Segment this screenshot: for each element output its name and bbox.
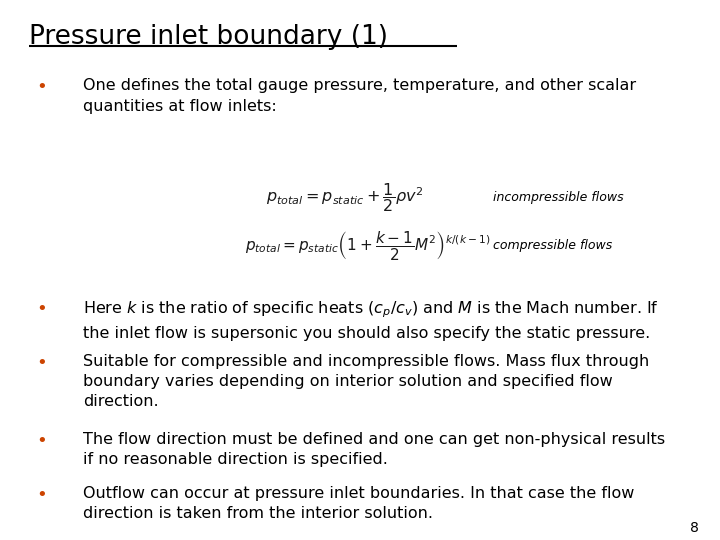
Text: •: • bbox=[36, 354, 47, 372]
Text: compressible flows: compressible flows bbox=[493, 239, 613, 252]
Text: •: • bbox=[36, 486, 47, 504]
Text: $p_{total} = p_{static} + \dfrac{1}{2}\rho v^2$: $p_{total} = p_{static} + \dfrac{1}{2}\r… bbox=[266, 180, 424, 214]
Text: •: • bbox=[36, 432, 47, 450]
Text: $p_{total} = p_{static}\left(1 + \dfrac{k-1}{2}M^2\right)^{k/(k-1)}$: $p_{total} = p_{static}\left(1 + \dfrac{… bbox=[245, 229, 490, 262]
Text: One defines the total gauge pressure, temperature, and other scalar
quantities a: One defines the total gauge pressure, te… bbox=[83, 78, 636, 114]
Text: 8: 8 bbox=[690, 521, 698, 535]
Text: Outflow can occur at pressure inlet boundaries. In that case the flow
direction : Outflow can occur at pressure inlet boun… bbox=[83, 486, 634, 522]
Text: incompressible flows: incompressible flows bbox=[493, 191, 624, 204]
Text: Here $k$ is the ratio of specific heats ($c_p/c_v$) and $M$ is the Mach number. : Here $k$ is the ratio of specific heats … bbox=[83, 300, 659, 341]
Text: Pressure inlet boundary (1): Pressure inlet boundary (1) bbox=[29, 24, 388, 50]
Text: •: • bbox=[36, 78, 47, 96]
Text: Suitable for compressible and incompressible flows. Mass flux through
boundary v: Suitable for compressible and incompress… bbox=[83, 354, 649, 409]
Text: •: • bbox=[36, 300, 47, 318]
Text: The flow direction must be defined and one can get non-physical results
if no re: The flow direction must be defined and o… bbox=[83, 432, 665, 468]
